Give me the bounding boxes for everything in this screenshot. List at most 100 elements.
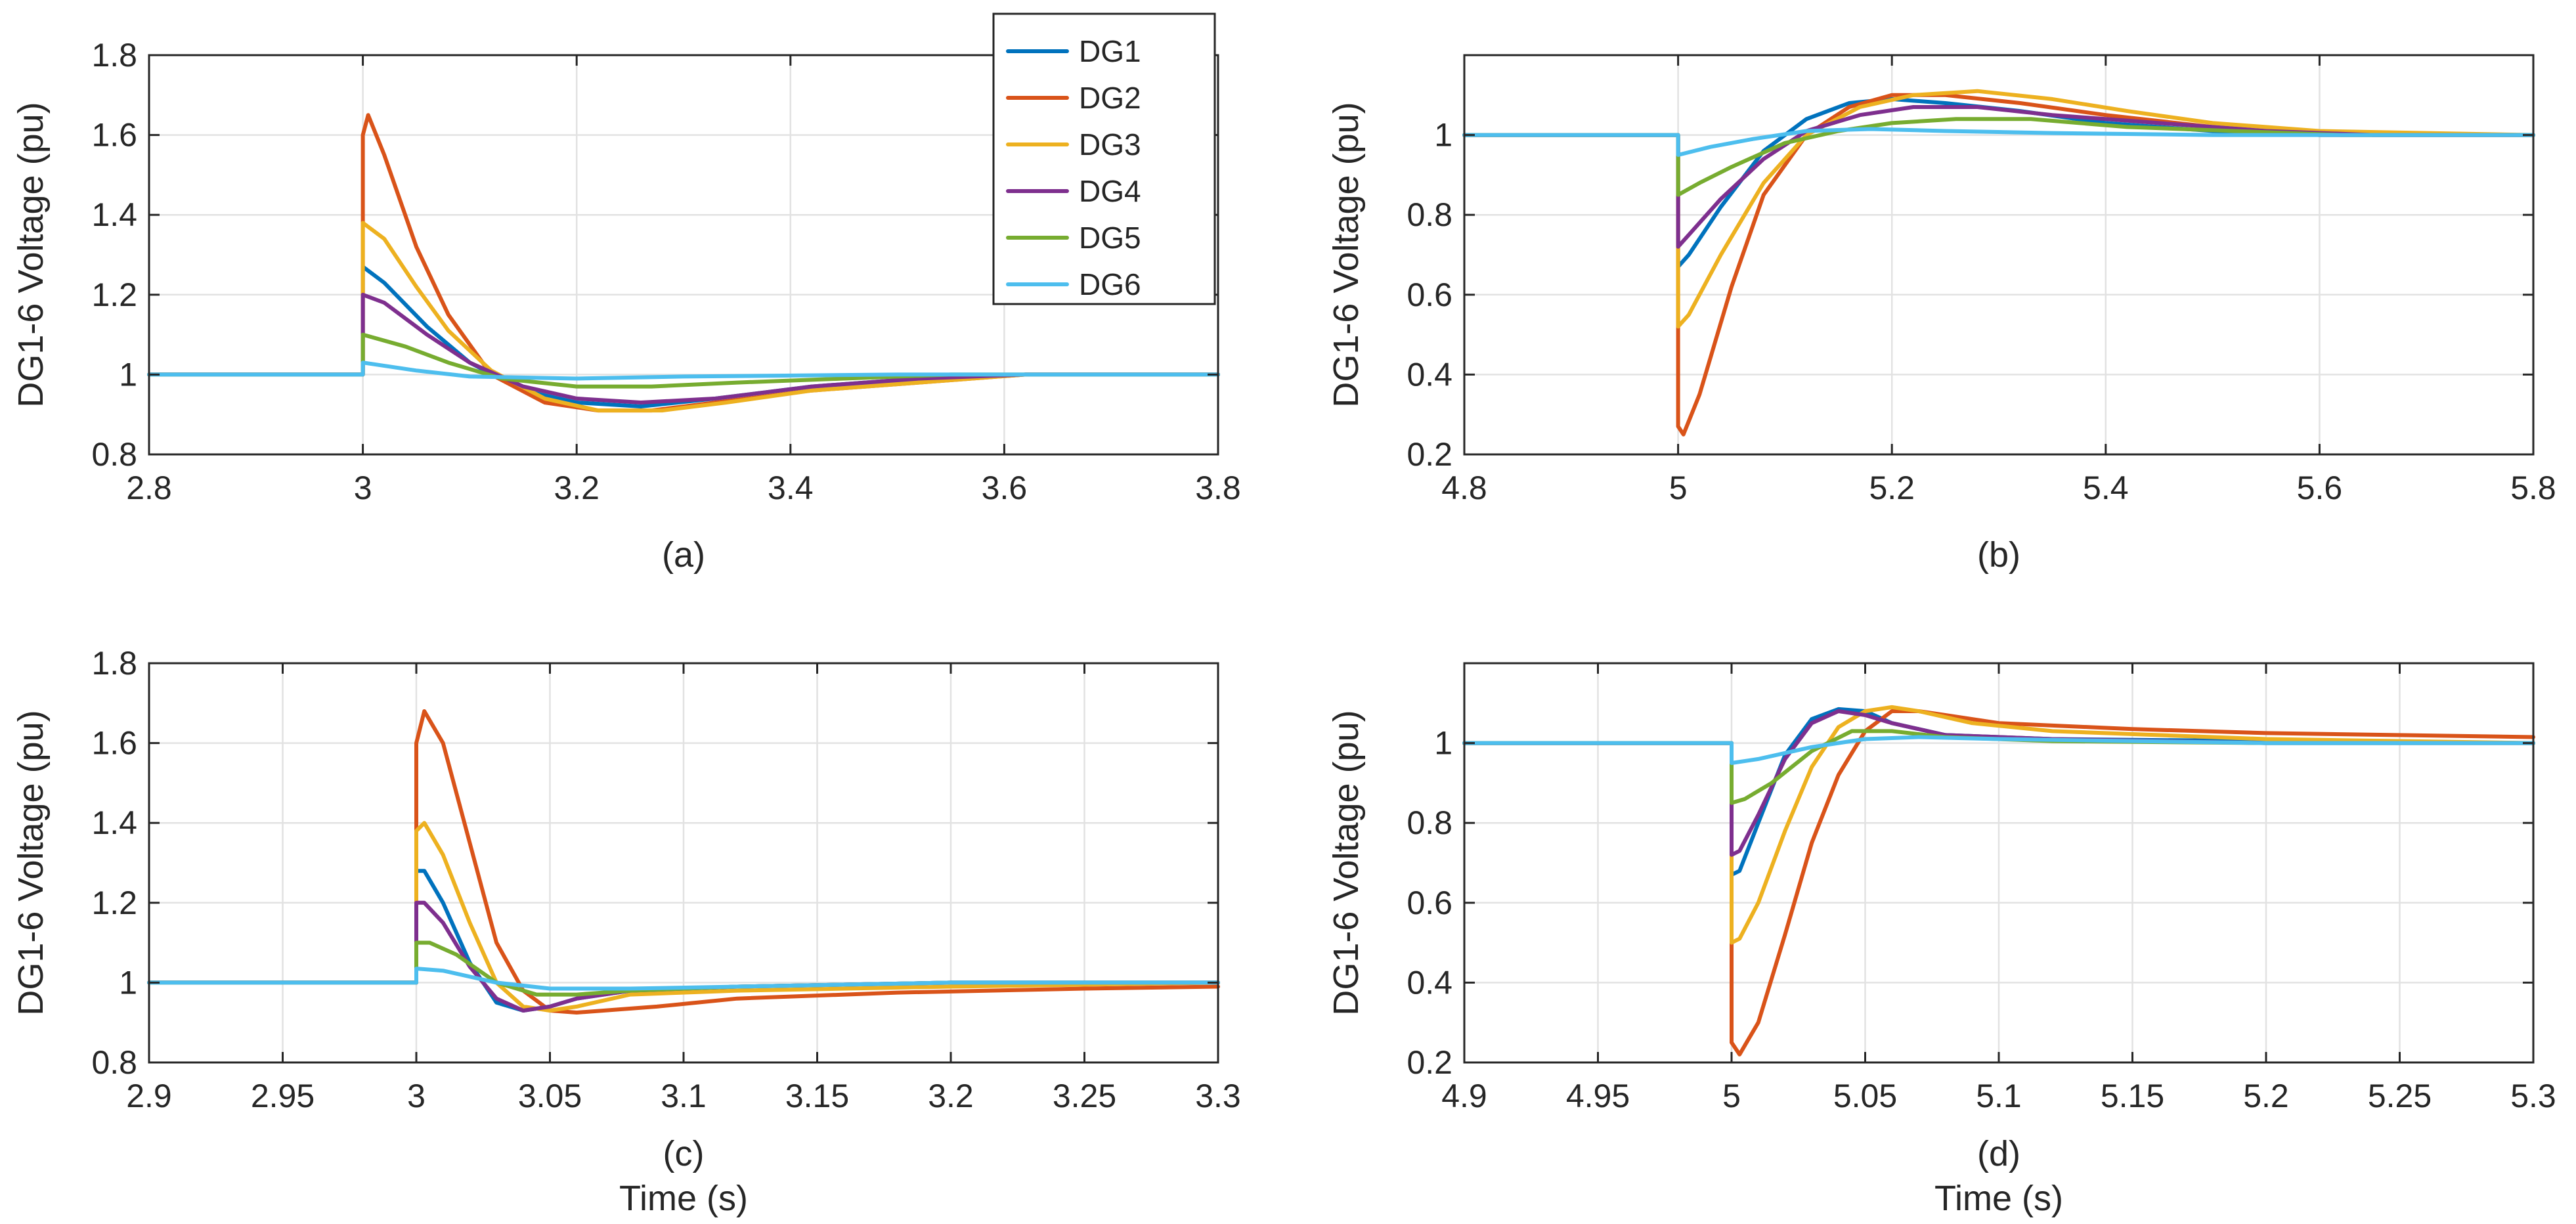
- x-tick-label: 5.4: [2083, 470, 2129, 506]
- x-tick-label: 5.2: [2243, 1078, 2289, 1114]
- x-tick-label: 5.6: [2297, 470, 2343, 506]
- x-tick-label: 3.1: [661, 1078, 707, 1114]
- series-dg5-a: [147, 332, 1220, 389]
- x-tick-label: 4.8: [1441, 470, 1487, 506]
- legend-entry-dg3: DG3: [1006, 127, 1141, 162]
- series-dg2-b: [1462, 93, 2535, 437]
- lines-c: [147, 709, 1220, 1015]
- y-tick-label: 1.4: [91, 196, 137, 233]
- series-dg6-c: [147, 967, 1220, 991]
- x-tick-label: 3.8: [1195, 470, 1241, 506]
- legend-entry-dg4: DG4: [1006, 174, 1141, 208]
- x-tick-label: 3.3: [1195, 1078, 1241, 1114]
- x-tick-label: 2.95: [251, 1078, 315, 1114]
- axes-frame-b: [1463, 54, 2535, 456]
- x-tick-label: 4.9: [1441, 1078, 1487, 1114]
- grid-b: [1463, 55, 2535, 456]
- lines-d: [1462, 705, 2535, 1057]
- ticks-d: 4.9 4.95 5 5.05 5.1 5.15 5.2 5.25 5.3 0.2 0.4 0.6 0.…: [1407, 663, 2556, 1114]
- series-dg3-b: [1462, 89, 2535, 329]
- y-tick-label: 0.4: [1407, 356, 1452, 393]
- x-tick-label: 3.6: [982, 470, 1028, 506]
- y-tick-label: 0.2: [1407, 436, 1452, 473]
- legend-label-dg4: DG4: [1079, 174, 1141, 208]
- axes-frame-a: [148, 54, 1219, 456]
- y-tick-label: 1.2: [91, 885, 137, 921]
- x-tick-label: 3.15: [785, 1078, 849, 1114]
- x-tick-label: 5.2: [1869, 470, 1915, 506]
- series-dg6-a: [147, 361, 1220, 381]
- x-tick-label: 4.95: [1566, 1078, 1630, 1114]
- legend-label-dg3: DG3: [1079, 127, 1141, 162]
- y-tick-label: 1.6: [91, 725, 137, 762]
- legend-entry-dg1: DG1: [1006, 34, 1141, 68]
- y-tick-label: 1: [1434, 725, 1452, 762]
- series-dg1-b: [1462, 97, 2535, 269]
- x-axis-label-c: Time (s): [619, 1179, 748, 1218]
- panel-c: 2.9 2.95 3 3.05 3.1 3.15 3.2 3.25 3.3 0.8 1 1.2 1.4 1…: [11, 645, 1241, 1218]
- panel-b: 4.8 5 5.2 5.4 5.6 5.8 0.2 0.4 0.6 0.8 1 DG1-6 Volt…: [1326, 54, 2556, 575]
- y-axis-label-d: DG1-6 Voltage (pu): [1326, 710, 1366, 1015]
- series-dg3-a: [147, 221, 1220, 413]
- y-tick-label: 0.6: [1407, 276, 1452, 313]
- ticks-b: 4.8 5 5.2 5.4 5.6 5.8 0.2 0.4 0.6 0.8 1: [1407, 55, 2556, 506]
- y-tick-label: 1.4: [91, 804, 137, 841]
- legend-label-dg1: DG1: [1079, 34, 1141, 68]
- lines-a: [147, 113, 1220, 413]
- legend-entry-dg5: DG5: [1006, 221, 1141, 255]
- x-tick-label: 5.05: [1833, 1078, 1897, 1114]
- y-tick-label: 1: [1434, 117, 1452, 154]
- caption-a: (a): [662, 535, 705, 575]
- series-dg6-b: [1462, 127, 2535, 157]
- legend-label-dg2: DG2: [1079, 81, 1141, 115]
- legend: DG1 DG2 DG3 DG4 DG5 DG6: [992, 12, 1216, 305]
- caption-b: (b): [1977, 535, 2020, 575]
- series-dg4-a: [147, 292, 1220, 404]
- legend-entry-dg2: DG2: [1006, 81, 1141, 115]
- y-axis-label-c: DG1-6 Voltage (pu): [11, 710, 51, 1015]
- x-axis-label-d: Time (s): [1934, 1179, 2063, 1218]
- series-dg6-d: [1462, 735, 2535, 765]
- panel-d: 4.9 4.95 5 5.05 5.1 5.15 5.2 5.25 5.3 0.2 0.4 0.6 0.…: [1326, 662, 2556, 1218]
- series-dg3-c: [147, 821, 1220, 1013]
- legend-box: [992, 12, 1216, 305]
- legend-entry-dg6: DG6: [1006, 267, 1141, 301]
- x-tick-label: 5.25: [2368, 1078, 2432, 1114]
- x-tick-label: 3.05: [518, 1078, 582, 1114]
- x-tick-label: 3.4: [768, 470, 814, 506]
- series-dg4-b: [1462, 105, 2535, 249]
- x-tick-label: 5.1: [1976, 1078, 2022, 1114]
- y-tick-label: 1.8: [91, 37, 137, 74]
- y-axis-label-b: DG1-6 Voltage (pu): [1326, 102, 1366, 407]
- caption-c: (c): [663, 1134, 705, 1173]
- y-axis-label-a: DG1-6 Voltage (pu): [11, 102, 51, 407]
- y-tick-label: 1: [119, 356, 137, 393]
- x-tick-label: 3: [407, 1078, 426, 1114]
- x-tick-label: 2.8: [126, 470, 172, 506]
- y-tick-label: 0.8: [91, 436, 137, 473]
- legend-label-dg5: DG5: [1079, 221, 1141, 255]
- x-tick-label: 3.2: [928, 1078, 974, 1114]
- x-tick-label: 3: [354, 470, 372, 506]
- caption-d: (d): [1977, 1134, 2020, 1173]
- y-tick-label: 0.8: [91, 1044, 137, 1081]
- x-tick-label: 5.8: [2510, 470, 2556, 506]
- ticks-c: 2.9 2.95 3 3.05 3.1 3.15 3.2 3.25 3.3 0.8 1 1.2 1.4 1…: [91, 645, 1240, 1114]
- x-tick-label: 5.3: [2510, 1078, 2556, 1114]
- y-tick-label: 1: [119, 964, 137, 1001]
- ticks-a: 2.8 3 3.2 3.4 3.6 3.8 0.8 1 1.2 1.4 1.6 1.8: [91, 37, 1240, 506]
- y-tick-label: 0.8: [1407, 196, 1452, 233]
- y-tick-label: 1.2: [91, 276, 137, 313]
- x-tick-label: 3.2: [554, 470, 600, 506]
- y-tick-label: 0.6: [1407, 885, 1452, 921]
- y-tick-label: 1.6: [91, 117, 137, 154]
- legend-label-dg6: DG6: [1079, 267, 1141, 301]
- x-tick-label: 5: [1669, 470, 1688, 506]
- x-tick-label: 5: [1722, 1078, 1741, 1114]
- panel-a: 2.8 3 3.2 3.4 3.6 3.8 0.8 1 1.2 1.4 1.6 1.8 DG1-6 V…: [11, 37, 1241, 575]
- y-tick-label: 0.2: [1407, 1044, 1452, 1081]
- y-tick-label: 1.8: [91, 645, 137, 682]
- lines-b: [1462, 89, 2535, 437]
- series-dg3-d: [1462, 705, 2535, 945]
